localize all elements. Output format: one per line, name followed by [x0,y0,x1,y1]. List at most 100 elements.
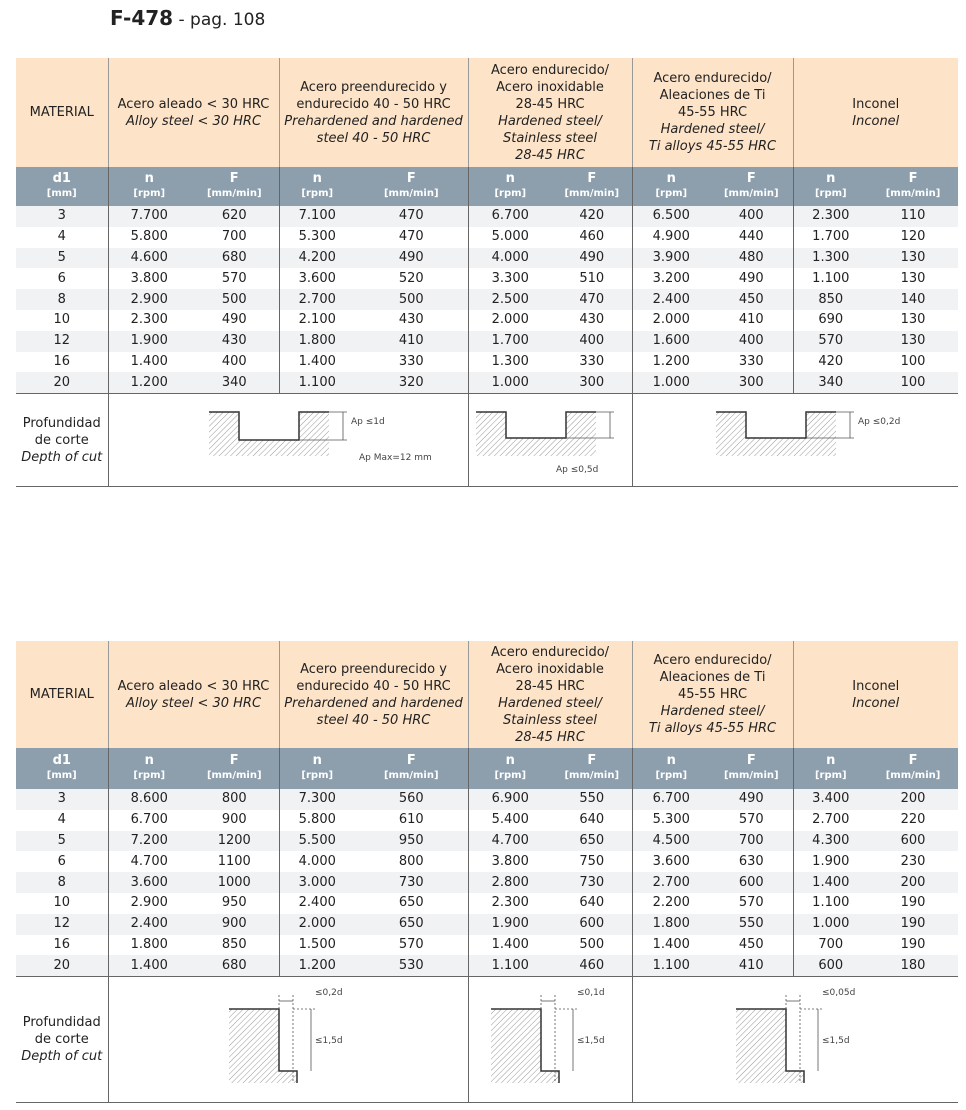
f: F [908,171,918,186]
value-cell: 430 [398,312,424,328]
group-line-en: Hardened steel/ [633,703,793,720]
f-unit: [mm/min] [383,188,439,199]
profile [208,410,329,441]
value-cell: 470 [355,206,469,227]
n-unit: [rpm] [494,770,527,781]
diagram-cell: ≤0,05d ≤1,5d [631,976,959,1104]
italic: Stainless steel [503,130,597,146]
value-cell: 480 [710,247,794,269]
n: n [505,753,515,768]
value-cell: 1.400 [631,934,711,956]
value-cell: 2.200 [631,892,711,914]
value-cell: 4.700 [467,830,553,852]
value-cell: 500 [190,289,279,310]
group-line: 45-55 HRC [677,105,748,120]
value-cell: 690 [792,309,869,331]
value-cell: 2.300 [467,892,553,914]
n-header: n [rpm] [792,748,869,789]
f-unit: [mm/min] [723,188,779,199]
n-header: n [rpm] [107,748,190,789]
value-cell: 560 [355,789,469,810]
d1-cell: 6 [57,853,66,869]
diagram-cell: ≤0,2d ≤1,5d [107,976,469,1104]
data-row: 12 1.900 430 1.800 410 1.700 400 1.600 400 570 130 [16,330,959,352]
value-cell: 2.800 [467,872,553,893]
d1-header: d1 [mm] [16,748,108,789]
f: F [746,753,756,768]
depth-line: de corte [34,1032,89,1048]
value-cell: 100 [868,372,959,394]
depth-line: Profundidad [22,415,101,431]
f-unit: [mm/min] [564,188,620,199]
group-line-en: Hardened steel/ [469,695,632,712]
data-row: 4 6.700 900 5.800 610 5.400 640 5.300 570 2.700 22… [16,809,958,831]
value-cell: 3.400 [792,789,869,810]
value-cell: 400 [552,330,633,352]
value-cell: 5.000 [467,226,553,248]
f-header: F [mm/min] [552,748,633,789]
value-cell: 1.100 [278,372,355,394]
f: F [229,753,239,768]
n-header: n [rpm] [467,748,553,789]
group-line: endurecido 40 - 50 HRC [296,678,451,694]
table-body: MATERIAL Acero aleado < 30 HRC Alloy steel… [16,58,959,488]
value-cell: 570 [792,330,869,352]
unit-row: d1 [mm] n [rpm] F [mm/min] n [rpm] F [mm/min] n [rp… [16,167,959,206]
diagram: Ap ≤0,2d [715,410,900,456]
value-cell: 2.000 [278,913,355,935]
value-cell: 2.700 [631,872,711,893]
d1-cell: 4 [57,229,66,245]
value-cell: 1.900 [107,330,190,352]
value-cell: 330 [738,353,764,369]
italic: Ti alloys 45-55 HRC [648,721,777,736]
value-cell: 7.700 [107,206,190,227]
value-cell: 2.900 [107,892,190,914]
value-cell: 200 [868,872,959,893]
data-row: 8 3.600 1000 3.000 730 2.800 730 2.700 600 1.400 2… [16,872,959,893]
value-cell: 3.800 [467,851,553,873]
value-cell: 570 [221,270,247,286]
depth-note: Ap ≤0,2d [858,417,900,427]
value-cell: 1.800 [631,913,711,935]
depth-note: ≤0,1d [577,988,605,998]
n-unit: [rpm] [133,770,166,781]
d1-header: d1 [mm] [16,167,108,206]
value-cell: 400 [710,330,794,352]
f-unit: [mm/min] [723,770,779,781]
value-cell: 470 [398,229,424,245]
value-cell: 4.300 [792,830,869,852]
value-cell: 410 [710,955,794,977]
d1-cell: 20 [16,955,108,977]
group-line: endurecido 40 - 50 HRC [296,96,451,112]
d1-cell: 8 [16,289,108,310]
value-cell: 1.900 [467,913,553,935]
depth-note: ≤1,5d [315,1036,343,1046]
value-cell: 630 [738,853,764,869]
value-cell: 410 [738,312,764,328]
group-line-en: steel 40 - 50 HRC [280,130,468,147]
group-line-en: 28-45 HRC [469,729,632,746]
group-line: Aleaciones de Ti [659,670,766,685]
workpiece [475,411,596,456]
f-header: F [mm/min] [190,167,279,206]
data-row: 8 2.900 500 2.700 500 2.500 470 2.400 450 850 140 [16,289,959,310]
data-row: 3 7.700 620 7.100 470 6.700 420 6.500 400 2.300 11… [16,206,959,227]
d1: d1 [52,753,71,768]
n-header: n [rpm] [631,167,711,206]
value-cell: 2.100 [278,309,355,331]
value-cell: 730 [355,872,469,893]
value-cell: 3.800 [107,268,190,290]
d1-cell: 10 [53,312,71,328]
value-cell: 5.300 [278,226,355,248]
value-cell: 430 [579,312,605,328]
n: n [312,753,322,768]
value-cell: 680 [190,247,279,269]
value-cell: 1200 [190,830,279,852]
italic: Inconel [852,113,900,129]
value-cell: 4.600 [107,247,190,269]
value-cell: 1.100 [467,955,553,977]
italic: Alloy steel < 30 HRC [125,113,262,129]
value-cell: 4.700 [107,851,190,873]
data-row: 12 2.400 900 2.000 650 1.900 600 1.800 550 1.000 1… [16,913,959,935]
n-unit: [rpm] [301,188,334,199]
